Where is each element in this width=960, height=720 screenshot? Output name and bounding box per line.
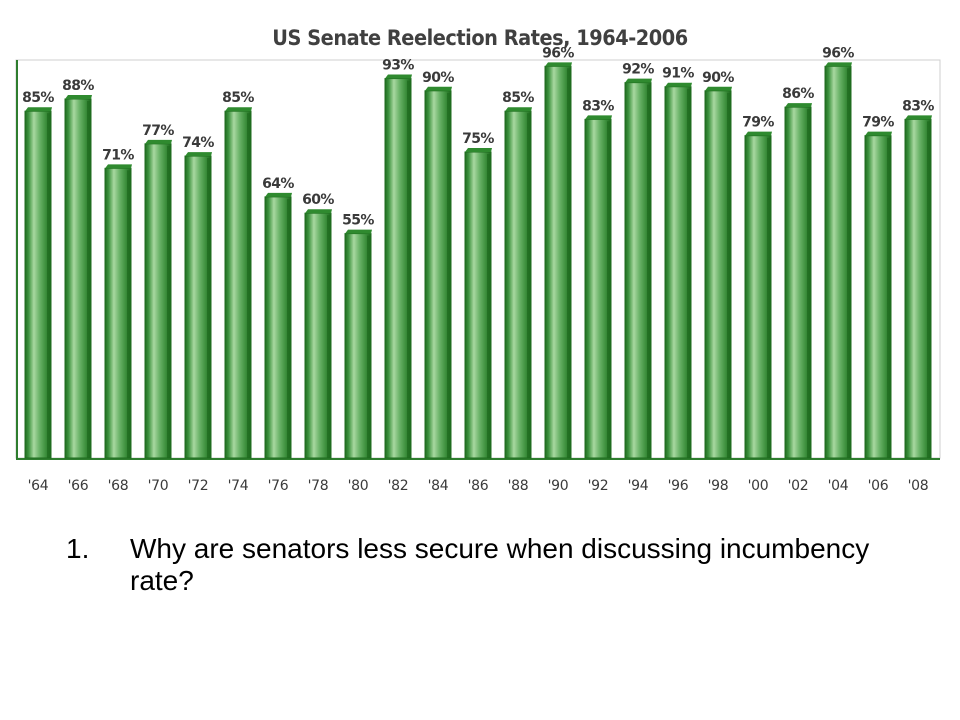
x-tick-label: '70 xyxy=(148,478,169,494)
bar-value-label: 96% xyxy=(822,45,854,61)
bar-value-label: 60% xyxy=(302,192,334,208)
x-tick-label: '74 xyxy=(228,478,249,494)
x-tick-label: '66 xyxy=(68,478,89,494)
bar-15 xyxy=(624,78,652,459)
discussion-question: 1. Why are senators less secure when dis… xyxy=(66,533,886,597)
question-text: Why are senators less secure when discus… xyxy=(130,533,870,596)
x-tick-label: '08 xyxy=(908,478,929,494)
bar-value-label: 64% xyxy=(262,176,294,192)
bar-value-label: 77% xyxy=(142,123,174,139)
bar-1 xyxy=(64,94,92,459)
x-tick-label: '00 xyxy=(748,478,769,494)
bar-0 xyxy=(24,107,52,459)
bar-3 xyxy=(144,139,172,459)
x-tick-label: '98 xyxy=(708,478,729,494)
bar-value-label: 90% xyxy=(702,70,734,86)
bar-value-label: 93% xyxy=(382,58,414,74)
bar-8 xyxy=(344,229,372,459)
bar-value-label: 85% xyxy=(22,90,54,106)
x-tick-label: '76 xyxy=(268,478,289,494)
bar-value-label: 55% xyxy=(342,213,374,229)
x-tick-label: '06 xyxy=(868,478,889,494)
bar-4 xyxy=(184,152,212,459)
bar-value-label: 83% xyxy=(902,98,934,114)
x-tick-label: '68 xyxy=(108,478,129,494)
x-tick-label: '72 xyxy=(188,478,209,494)
bar-12 xyxy=(504,107,532,459)
bar-17 xyxy=(704,86,732,459)
bar-11 xyxy=(464,148,492,459)
bar-value-label: 71% xyxy=(102,147,134,163)
x-tick-label: '64 xyxy=(28,478,49,494)
bar-22 xyxy=(904,115,932,459)
bar-value-label: 88% xyxy=(62,78,94,94)
bar-20 xyxy=(824,62,852,459)
chart-title: US Senate Reelection Rates, 1964-2006 xyxy=(272,26,688,50)
x-tick-label: '96 xyxy=(668,478,689,494)
bar-value-label: 75% xyxy=(462,131,494,147)
x-tick-label: '84 xyxy=(428,478,449,494)
x-tick-label: '04 xyxy=(828,478,849,494)
bar-value-label: 91% xyxy=(662,66,694,82)
x-tick-label: '88 xyxy=(508,478,529,494)
x-tick-label: '86 xyxy=(468,478,489,494)
bar-value-label: 74% xyxy=(182,135,214,151)
x-tick-label: '80 xyxy=(348,478,369,494)
bar-5 xyxy=(224,107,252,459)
bar-value-label: 92% xyxy=(622,62,654,78)
x-tick-label: '02 xyxy=(788,478,809,494)
bar-value-label: 90% xyxy=(422,70,454,86)
bar-16 xyxy=(664,82,692,459)
bar-10 xyxy=(424,86,452,459)
bar-value-label: 83% xyxy=(582,98,614,114)
bar-value-label: 96% xyxy=(542,45,574,61)
bar-2 xyxy=(104,164,132,459)
x-tick-label: '92 xyxy=(588,478,609,494)
bar-value-label: 79% xyxy=(742,115,774,131)
x-tick-label: '78 xyxy=(308,478,329,494)
bar-value-label: 86% xyxy=(782,86,814,102)
bar-value-label: 85% xyxy=(222,90,254,106)
bar-6 xyxy=(264,192,292,459)
question-number: 1. xyxy=(66,533,90,564)
bar-21 xyxy=(864,131,892,459)
x-tick-label: '82 xyxy=(388,478,409,494)
x-tick-label: '94 xyxy=(628,478,649,494)
bar-14 xyxy=(584,115,612,459)
bar-value-label: 85% xyxy=(502,90,534,106)
bar-18 xyxy=(744,131,772,459)
bar-9 xyxy=(384,74,412,459)
bar-value-label: 79% xyxy=(862,115,894,131)
bar-13 xyxy=(544,62,572,459)
x-tick-label: '90 xyxy=(548,478,569,494)
bar-7 xyxy=(304,209,332,459)
bar-19 xyxy=(784,103,812,459)
